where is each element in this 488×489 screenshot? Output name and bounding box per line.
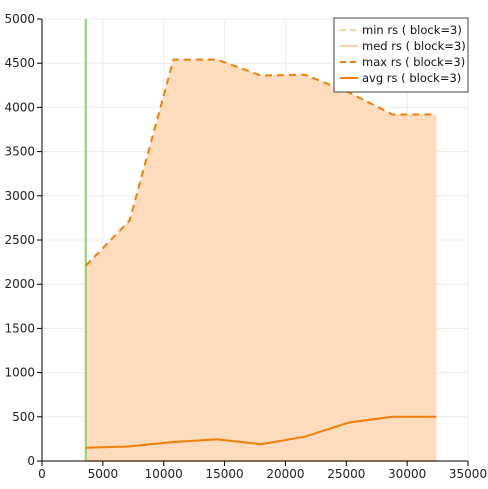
y-tick-label-5: 2500 bbox=[4, 233, 35, 247]
x-tick-label-7: 35000 bbox=[449, 467, 487, 481]
legend-box bbox=[333, 17, 469, 93]
y-tick-label-7: 3500 bbox=[4, 145, 35, 159]
x-tick-label-0: 0 bbox=[38, 467, 46, 481]
y-tick-label-0: 0 bbox=[27, 454, 35, 468]
x-tick-label-4: 20000 bbox=[266, 467, 304, 481]
y-tick-label-1: 500 bbox=[12, 410, 35, 424]
y-tick-label-10: 5000 bbox=[4, 12, 35, 26]
min-max-band bbox=[85, 59, 437, 461]
axes: 0 5000 10000 15000 20000 25000 30000 35000 0 500 1… bbox=[4, 12, 487, 481]
legend-label-1: med rs ( block=3) bbox=[362, 39, 466, 53]
y-tick-label-6: 3000 bbox=[4, 189, 35, 203]
y-tick-label-3: 1500 bbox=[4, 321, 35, 335]
x-tick-label-6: 30000 bbox=[388, 467, 426, 481]
y-tick-label-2: 1000 bbox=[4, 366, 35, 380]
y-tick-label-4: 2000 bbox=[4, 277, 35, 291]
legend-label-2: max rs ( block=3) bbox=[362, 55, 465, 69]
legend-label-3: avg rs ( block=3) bbox=[362, 71, 461, 85]
x-tick-label-3: 15000 bbox=[205, 467, 243, 481]
legend-label-0: min rs ( block=3) bbox=[362, 23, 462, 37]
y-tick-label-9: 4500 bbox=[4, 56, 35, 70]
series-line-3 bbox=[85, 415, 437, 449]
x-tick-label-1: 5000 bbox=[88, 467, 119, 481]
y-tick-label-8: 4000 bbox=[4, 100, 35, 114]
x-tick-label-2: 10000 bbox=[145, 467, 183, 481]
x-tick-label-5: 25000 bbox=[327, 467, 365, 481]
legend: min rs ( block=3) med rs ( block=3) max rs… bbox=[333, 17, 469, 93]
